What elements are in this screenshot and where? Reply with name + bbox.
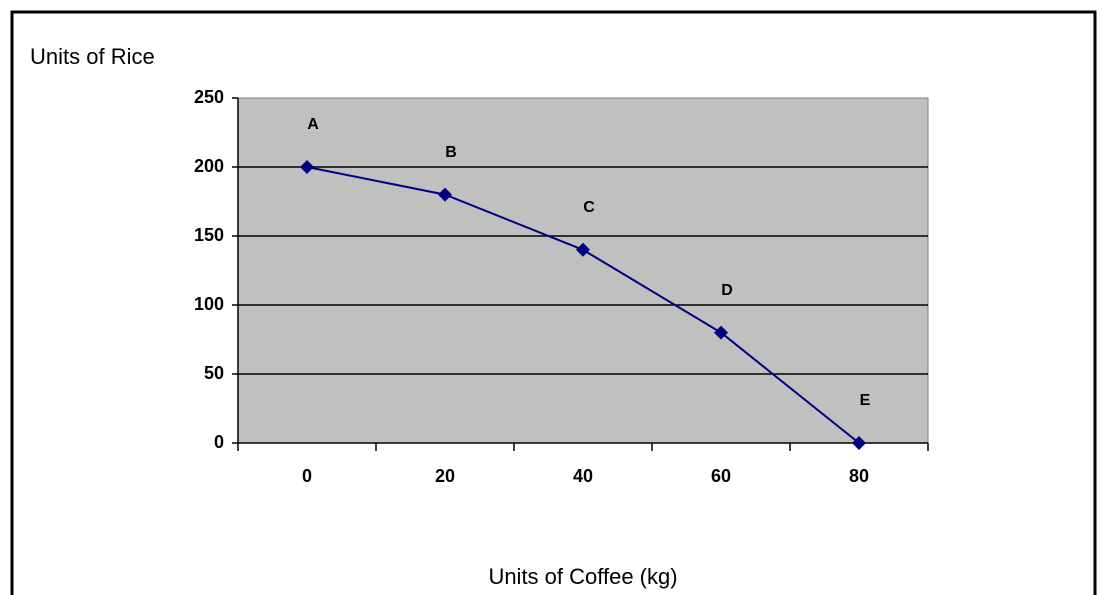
x-tick-label: 80 [849,466,869,486]
point-label: B [445,144,457,161]
y-tick-label: 50 [204,363,224,383]
point-label: D [721,282,733,299]
x-tick-label: 20 [435,466,455,486]
y-tick-label: 200 [194,156,224,176]
data-point [438,187,452,202]
data-point [300,160,314,174]
point-label: E [860,392,871,409]
x-tick-label: 0 [302,466,312,486]
x-tick-label: 60 [711,466,731,486]
data-point [576,242,590,257]
y-tick-label: 100 [194,294,224,314]
y-tick-label: 250 [194,87,224,107]
y-tick-label: 0 [214,432,224,452]
y-axis-title: Units of Rice [30,44,155,69]
data-point [852,436,866,450]
point-label: C [583,199,595,216]
x-tick-label: 40 [573,466,593,486]
data-point [714,325,728,340]
chart-frame [10,10,1097,595]
y-tick-label: 150 [194,225,224,245]
plot-area [237,97,929,444]
x-axis-title: Units of Coffee (kg) [488,564,677,589]
point-label: A [307,116,319,133]
